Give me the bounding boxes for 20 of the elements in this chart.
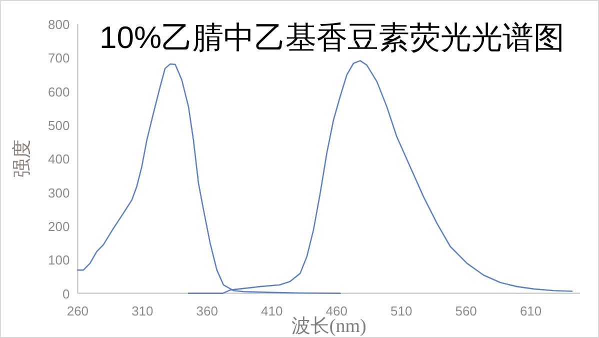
x-tick-label: 460 (326, 303, 348, 318)
x-tick-label: 310 (132, 303, 154, 318)
y-tick-label: 800 (48, 17, 70, 32)
y-tick-label: 100 (48, 252, 70, 268)
y-tick-label: 600 (48, 84, 70, 100)
y-axis-title: 强度 (11, 140, 33, 178)
x-tick-label: 560 (455, 303, 477, 318)
y-tick-label: 300 (48, 185, 70, 200)
y-tick-label: 400 (48, 152, 70, 167)
chart-title: 10%乙腈中乙基香豆素荧光光谱图 (99, 20, 565, 55)
x-tick-label: 610 (520, 303, 542, 318)
x-tick-label: 260 (66, 303, 89, 318)
x-tick-label: 360 (196, 303, 218, 318)
x-tick-label: 410 (261, 303, 283, 318)
x-axis-title: 波长(nm) (291, 316, 366, 337)
x-tick-label: 510 (390, 303, 412, 318)
y-tick-label: 500 (48, 118, 70, 133)
y-tick-label: 200 (48, 218, 70, 234)
y-tick-label: 700 (48, 50, 70, 66)
y-tick-label: 0 (62, 286, 70, 302)
